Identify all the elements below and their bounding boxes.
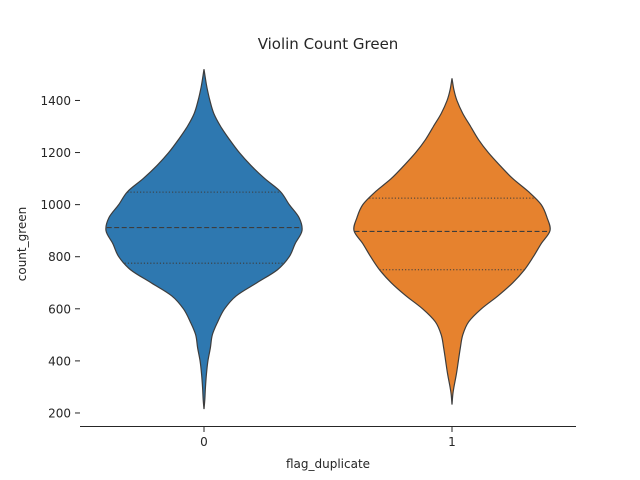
y-tick-label: 800: [48, 250, 71, 264]
y-tick-label: 600: [48, 302, 71, 316]
violins-group: [105, 69, 551, 410]
y-tick-label: 1000: [40, 198, 71, 212]
y-tick-label: 400: [48, 354, 71, 368]
y-axis: 200 400 600 800 1000 1200 1400: [40, 94, 80, 420]
x-tick-label: 1: [448, 435, 456, 449]
y-axis-label: count_green: [15, 207, 29, 282]
x-axis-label: flag_duplicate: [286, 457, 370, 471]
x-tick-label: 0: [200, 435, 208, 449]
chart-title: Violin Count Green: [258, 35, 399, 53]
y-tick-label: 1400: [40, 94, 71, 108]
y-tick-label: 200: [48, 406, 71, 420]
y-tick-label: 1200: [40, 146, 71, 160]
violin-body-1: [353, 78, 551, 405]
violin-body-0: [105, 69, 303, 410]
